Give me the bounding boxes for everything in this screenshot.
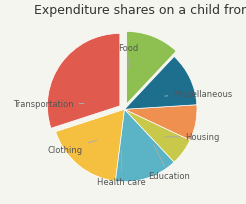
Wedge shape bbox=[56, 110, 124, 181]
Text: Transportation: Transportation bbox=[13, 100, 84, 109]
Wedge shape bbox=[124, 110, 190, 162]
Wedge shape bbox=[127, 32, 176, 104]
Text: Expenditure shares on a child from birth through age 17: Expenditure shares on a child from birth… bbox=[34, 4, 246, 17]
Wedge shape bbox=[124, 57, 197, 110]
Text: Education: Education bbox=[149, 145, 190, 181]
Text: Clothing: Clothing bbox=[47, 141, 96, 154]
Wedge shape bbox=[115, 110, 174, 182]
Text: Food: Food bbox=[118, 44, 138, 70]
Text: Housing: Housing bbox=[165, 133, 220, 142]
Text: Health care: Health care bbox=[97, 150, 146, 186]
Wedge shape bbox=[124, 105, 197, 140]
Wedge shape bbox=[47, 34, 120, 129]
Text: Miscellaneous: Miscellaneous bbox=[165, 89, 232, 98]
